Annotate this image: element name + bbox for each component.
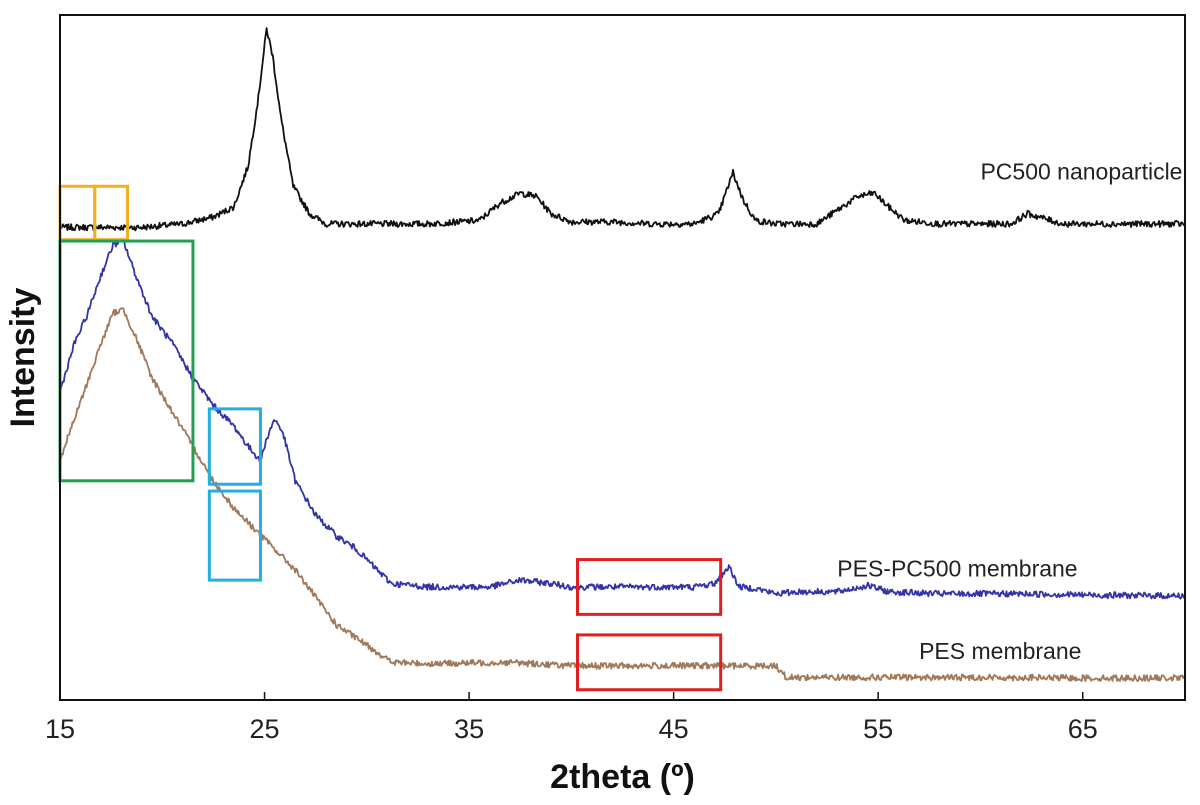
series-label-pes-pc500-membrane: PES-PC500 membrane bbox=[837, 556, 1077, 582]
highlight-box-6 bbox=[576, 558, 723, 616]
x-tick-label: 25 bbox=[250, 714, 280, 744]
x-axis-title: 2theta (º) bbox=[550, 758, 695, 796]
series-label-pc500-nanoparticle: PC500 nanoparticle bbox=[980, 158, 1182, 184]
x-tick-label: 45 bbox=[659, 714, 689, 744]
series-label-pes-membrane: PES membrane bbox=[919, 638, 1081, 664]
x-tick-label: 55 bbox=[863, 714, 893, 744]
x-tick-label: 35 bbox=[454, 714, 484, 744]
series-line-pc500-nanoparticle bbox=[59, 27, 1186, 232]
highlight-box-7 bbox=[576, 633, 723, 692]
highlight-box-3 bbox=[58, 239, 195, 483]
y-axis-title: Intensity bbox=[4, 288, 42, 428]
series-layer bbox=[59, 27, 1186, 682]
series-labels: PC500 nanoparticle PES-PC500 membrane PES … bbox=[837, 158, 1182, 664]
highlight-box-2 bbox=[93, 184, 129, 242]
x-tick-label: 65 bbox=[1068, 714, 1098, 744]
series-line-pes-membrane bbox=[59, 307, 1186, 682]
highlight-box-1 bbox=[58, 184, 97, 242]
annotation-layer bbox=[58, 184, 723, 692]
x-axis-ticks: 15 25 35 45 55 65 bbox=[45, 692, 1098, 744]
series-line-pes-pc500-membrane bbox=[59, 237, 1186, 600]
x-tick-label: 15 bbox=[45, 714, 75, 744]
highlight-box-4 bbox=[207, 407, 262, 486]
plot-frame bbox=[59, 14, 1186, 701]
highlight-box-5 bbox=[207, 489, 262, 582]
